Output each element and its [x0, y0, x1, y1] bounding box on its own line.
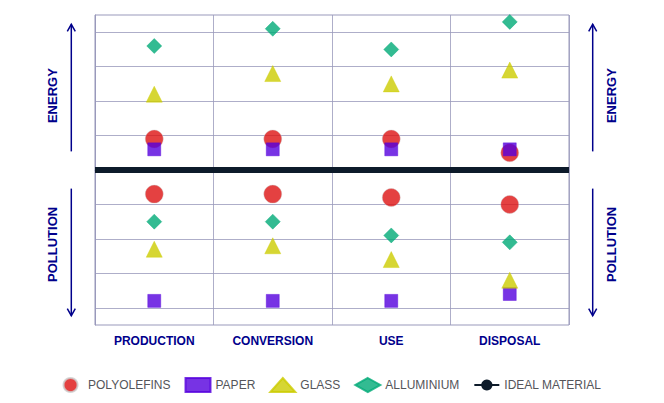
- svg-text:ENERGY: ENERGY: [604, 68, 619, 123]
- svg-text:CONVERSION: CONVERSION: [232, 334, 313, 348]
- svg-text:GLASS: GLASS: [300, 378, 340, 392]
- svg-text:POLLUTION: POLLUTION: [604, 207, 619, 282]
- svg-text:PAPER: PAPER: [216, 378, 256, 392]
- svg-text:POLLUTION: POLLUTION: [45, 207, 60, 282]
- svg-text:USE: USE: [379, 334, 404, 348]
- svg-text:DISPOSAL: DISPOSAL: [479, 334, 540, 348]
- svg-text:POLYOLEFINS: POLYOLEFINS: [88, 378, 170, 392]
- svg-text:PRODUCTION: PRODUCTION: [114, 334, 195, 348]
- svg-text:ENERGY: ENERGY: [45, 68, 60, 123]
- svg-text:IDEAL MATERIAL: IDEAL MATERIAL: [504, 378, 601, 392]
- svg-text:ALLUMINIUM: ALLUMINIUM: [385, 378, 459, 392]
